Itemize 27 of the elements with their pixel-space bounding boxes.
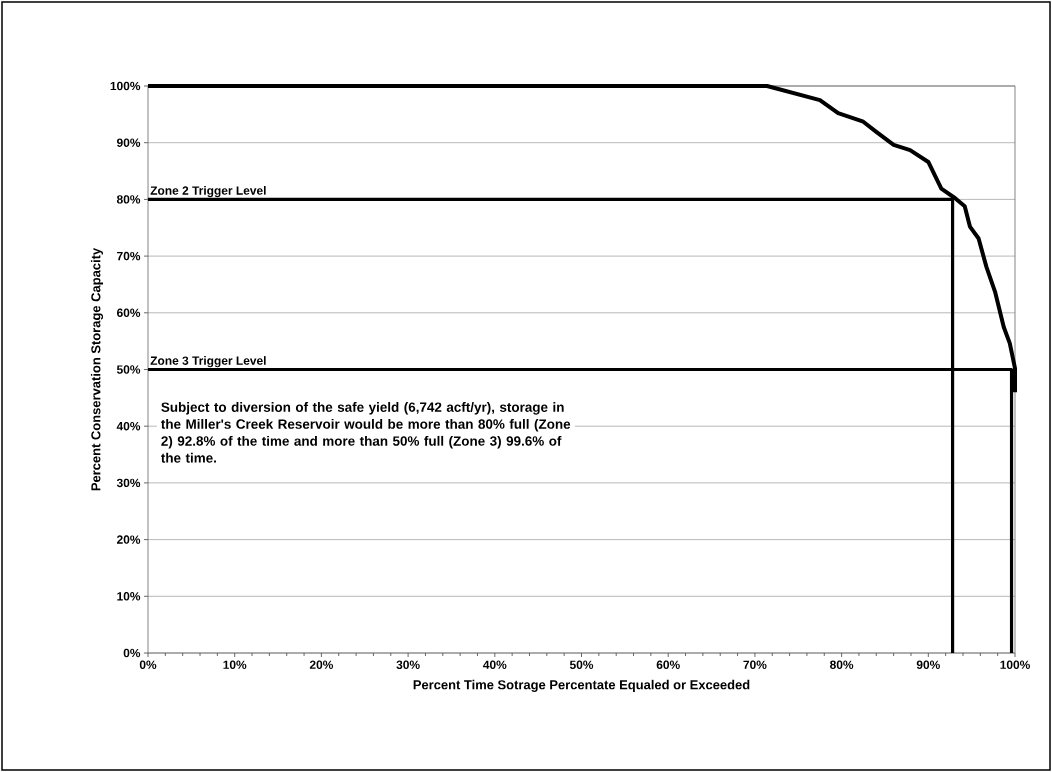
x-tick-label: 10% bbox=[223, 660, 247, 669]
x-axis-title: Percent Time Sotrage Percentate Equaled or Exceeded bbox=[413, 679, 750, 692]
x-tick-label: 60% bbox=[656, 660, 680, 669]
x-tick-label: 20% bbox=[309, 660, 334, 669]
y-tick-label: 40% bbox=[116, 421, 141, 431]
y-tick-label: 100% bbox=[110, 81, 141, 91]
x-tick-label: 80% bbox=[830, 660, 854, 669]
y-axis-title: Percent Conservation Storage Capacity bbox=[90, 247, 104, 491]
x-tick-label: 90% bbox=[916, 660, 940, 669]
x-tick-label: 70% bbox=[743, 660, 767, 669]
x-tick-label: 0% bbox=[139, 660, 157, 669]
y-tick-label: 10% bbox=[117, 592, 141, 601]
series-label: Zone 3 Trigger Level bbox=[150, 356, 266, 368]
y-tick-label: 80% bbox=[116, 195, 141, 204]
series-label: Zone 2 Trigger Level bbox=[150, 186, 266, 198]
y-tick-label: 60% bbox=[116, 308, 141, 318]
y-tick-label: 90% bbox=[116, 138, 141, 147]
y-tick-label: 30% bbox=[116, 478, 141, 488]
x-tick-label: 30% bbox=[396, 660, 420, 670]
y-tick-label: 0% bbox=[123, 648, 141, 658]
annotation: Subject to diversion of the safe yield (6,742 acft/yr), storage in the Miller's Creek Reservoir would be more than 80% full (Zone 2) 92.8% of the time and more than 50% full (Zone 3) 99.6% of the time. bbox=[161, 402, 571, 463]
y-tick-label: 50% bbox=[116, 365, 141, 374]
x-tick-label: 100% bbox=[1000, 660, 1030, 669]
x-tick-label: 40% bbox=[483, 660, 507, 669]
y-tick-label: 70% bbox=[117, 251, 141, 261]
y-tick-label: 20% bbox=[116, 535, 141, 544]
x-tick-label: 50% bbox=[569, 660, 594, 669]
